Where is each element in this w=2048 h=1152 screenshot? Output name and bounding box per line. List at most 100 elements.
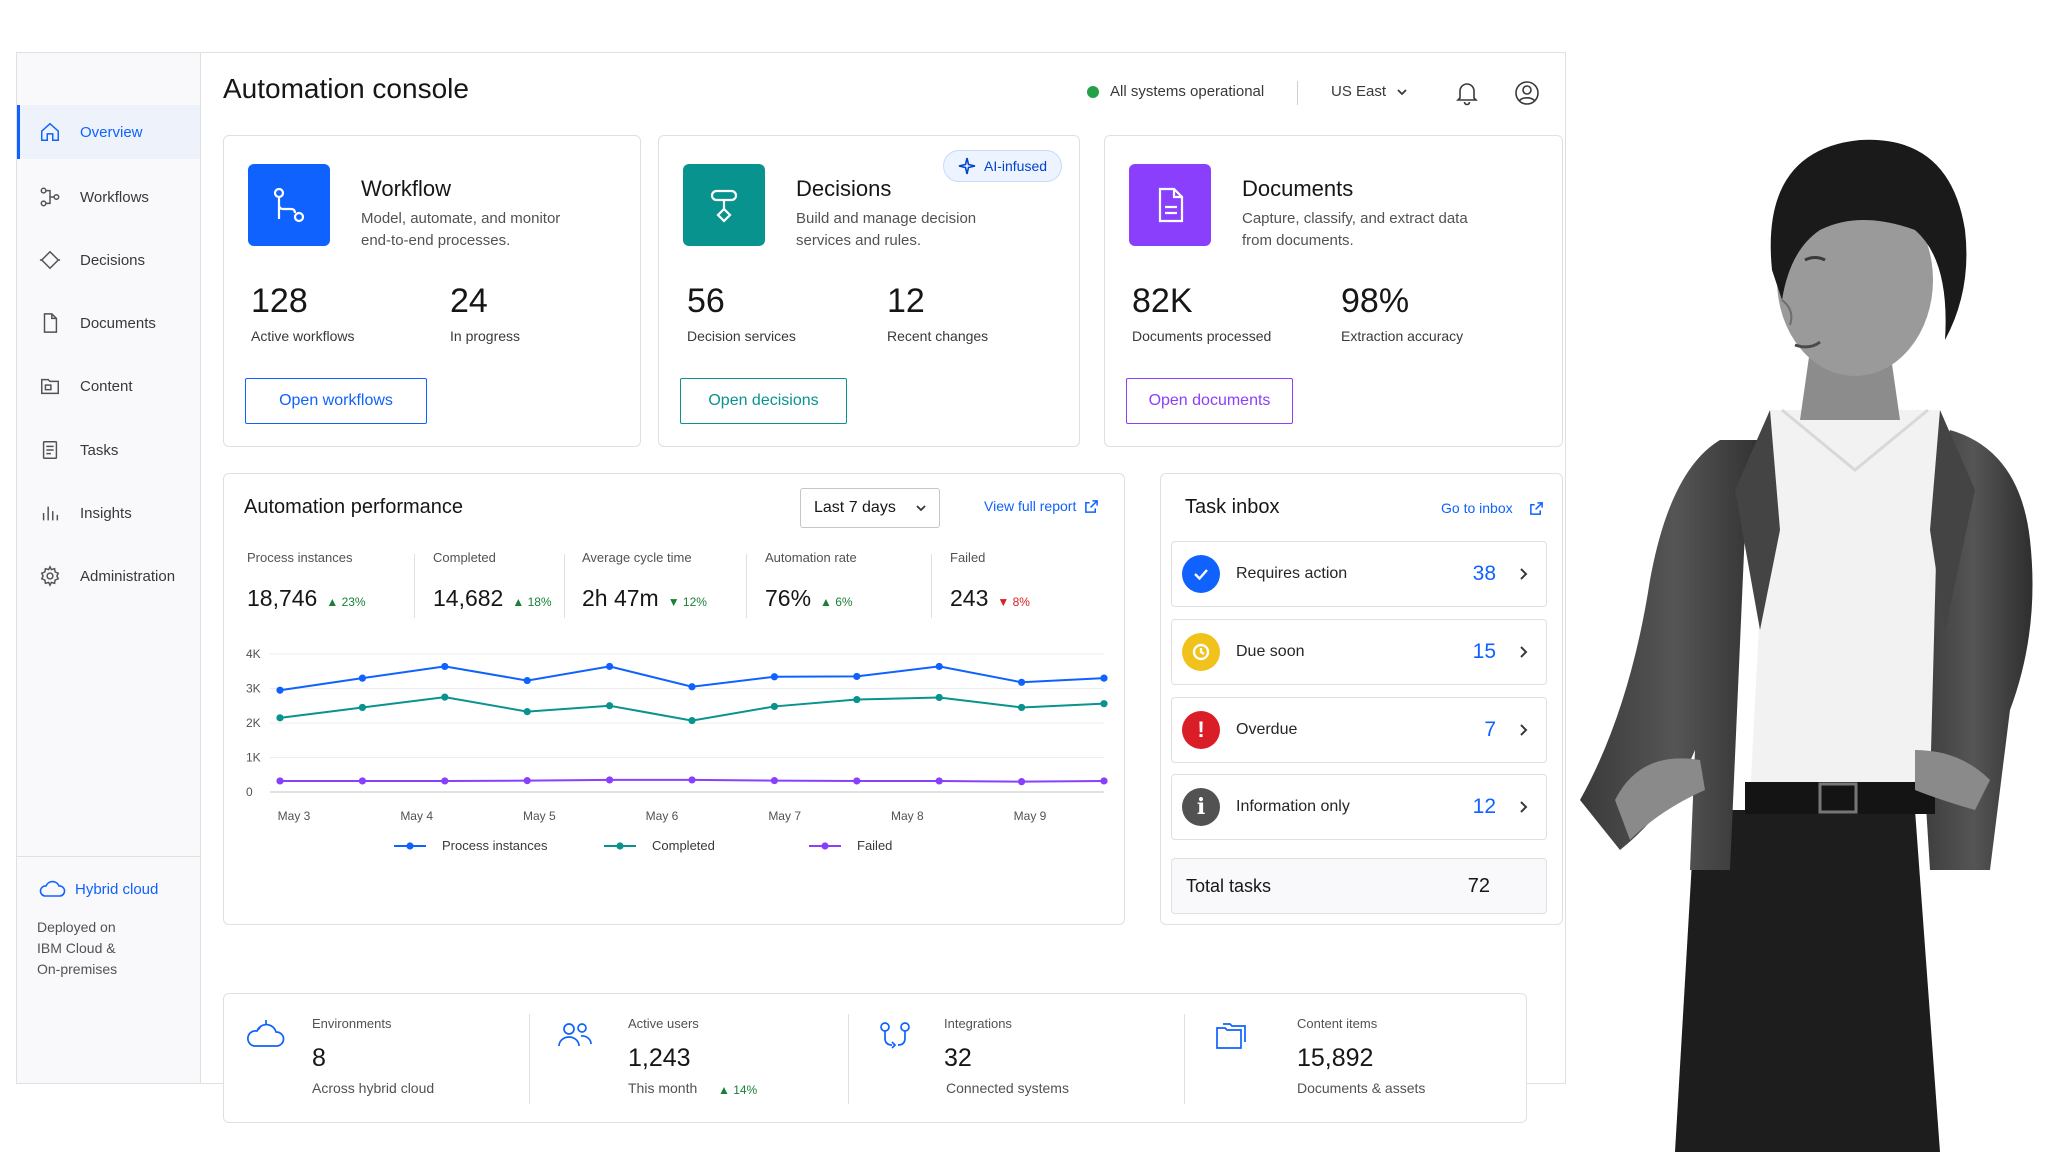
data-point [853,672,861,681]
metric-value: 98% [1341,282,1410,320]
x-tick-label: May 4 [400,809,433,823]
card-title: Decisions [796,176,892,201]
person-photo [1580,139,2033,1152]
sidebar-item-workflows[interactable]: Workflows [17,170,200,224]
data-point [688,683,696,691]
delta-badge: ▲ 14% [718,1083,758,1097]
profile-button[interactable] [1513,79,1541,107]
header-divider [1297,81,1298,105]
decisions-card: AI-infused Decisions Build and manage de… [658,135,1080,447]
chevron-right-icon [1520,646,1528,658]
app-window: Overview Workflows Decisions Documents C… [16,52,1566,1123]
chevron-right-icon [1520,801,1528,813]
task-count: 12 [1472,795,1496,818]
sparkle-icon [958,157,976,175]
data-point [688,776,696,784]
metric-value: 128 [251,282,308,320]
clock-icon [1182,633,1220,671]
go-to-inbox-link[interactable]: Go to inbox [1441,500,1544,516]
hybrid-cloud-link[interactable]: Hybrid cloud [37,877,180,901]
delta-badge: ▲ 6% [820,595,853,609]
panel-title: Automation performance [244,496,464,518]
sidebar-item-content[interactable]: Content [17,359,200,413]
x-tick-label: May 9 [1014,809,1047,823]
task-count: 15 [1472,640,1496,663]
stat-content-items: Content items 15,892 Documents & assets [1189,994,1519,1124]
legend-marker [821,842,829,850]
data-point [853,777,861,785]
sidebar-item-overview[interactable]: Overview [17,105,200,159]
task-information-only[interactable]: i Information only 12 [1171,774,1547,840]
stat-divider [529,1014,530,1104]
data-point [441,693,449,701]
stat-integrations: Integrations 32 Connected systems [854,994,1174,1124]
notifications-button[interactable] [1453,79,1481,107]
chevron-right-icon [1520,568,1528,580]
kpi-completed: Completed 14,682 ▲ 18% [433,550,552,611]
data-point [523,708,531,716]
workflow-product-icon [248,164,330,246]
stat-divider [1184,1014,1185,1104]
users-icon [558,1023,592,1047]
date-range-select[interactable]: Last 7 days [800,488,940,528]
sidebar-item-decisions[interactable]: Decisions [17,233,200,287]
status-dot-icon [1087,85,1099,98]
kpi-automation-rate: Automation rate 76% ▲ 6% [765,550,857,611]
metric-label: Documents processed [1132,328,1272,344]
open-workflows-button[interactable]: Open workflows [245,378,427,424]
document-icon [37,310,63,336]
card-title: Workflow [361,176,452,201]
decisions-product-icon [683,164,765,246]
metric-label: Recent changes [887,328,989,344]
task-inbox-panel: Task inbox Go to inbox Requires action 3… [1160,473,1563,925]
task-overdue[interactable]: ! Overdue 7 [1171,697,1547,763]
stat-active-users: Active users 1,243 This month ▲ 14% [534,994,854,1124]
data-point [1100,674,1108,682]
data-point [935,662,943,671]
data-point [358,674,366,682]
legend-marker [616,842,624,850]
documents-product-icon [1129,164,1211,246]
folder-icon [37,373,63,399]
external-link-icon [1529,501,1543,515]
data-point [853,695,861,704]
kpi-divider [746,554,747,618]
sidebar-item-administration[interactable]: Administration [17,549,200,603]
sidebar-item-insights[interactable]: Insights [17,486,200,540]
home-icon [37,119,63,145]
sidebar-item-label: Administration [80,567,176,585]
delta-badge: ▼ 12% [667,595,707,609]
sidebar-item-label: Decisions [80,251,146,269]
legend-label: Completed [652,838,715,853]
sidebar-item-documents[interactable]: Documents [17,296,200,350]
task-due-soon[interactable]: Due soon 15 [1171,619,1547,685]
legend-label: Process instances [442,838,548,853]
card-title: Documents [1242,176,1354,201]
ai-infused-badge: AI-infused [943,150,1063,182]
metric-value: 12 [887,282,925,320]
task-list-icon [37,437,63,463]
data-point [523,676,531,685]
open-documents-button[interactable]: Open documents [1126,378,1293,424]
data-point [688,716,696,725]
sidebar-item-tasks[interactable]: Tasks [17,423,200,477]
data-point [606,662,614,671]
legend-label: Failed [857,838,892,853]
task-requires-action[interactable]: Requires action 38 [1171,541,1547,607]
sidebar-item-label: Overview [80,123,143,141]
panel-title: Task inbox [1185,496,1280,518]
diamond-icon [37,247,63,273]
data-point [523,777,531,785]
data-point [276,686,284,694]
data-point [1100,777,1108,785]
documents-card: Documents Capture, classify, and extract… [1104,135,1563,447]
data-point [770,673,779,681]
sidebar: Overview Workflows Decisions Documents C… [17,53,201,1083]
view-full-report-link[interactable]: View full report [984,498,1099,514]
kpi-divider [564,554,565,618]
data-point [441,777,449,785]
metric-value: 82K [1132,282,1193,320]
region-selector[interactable]: US East [1331,83,1408,100]
sidebar-item-label: Content [80,377,133,395]
open-decisions-button[interactable]: Open decisions [680,378,847,424]
